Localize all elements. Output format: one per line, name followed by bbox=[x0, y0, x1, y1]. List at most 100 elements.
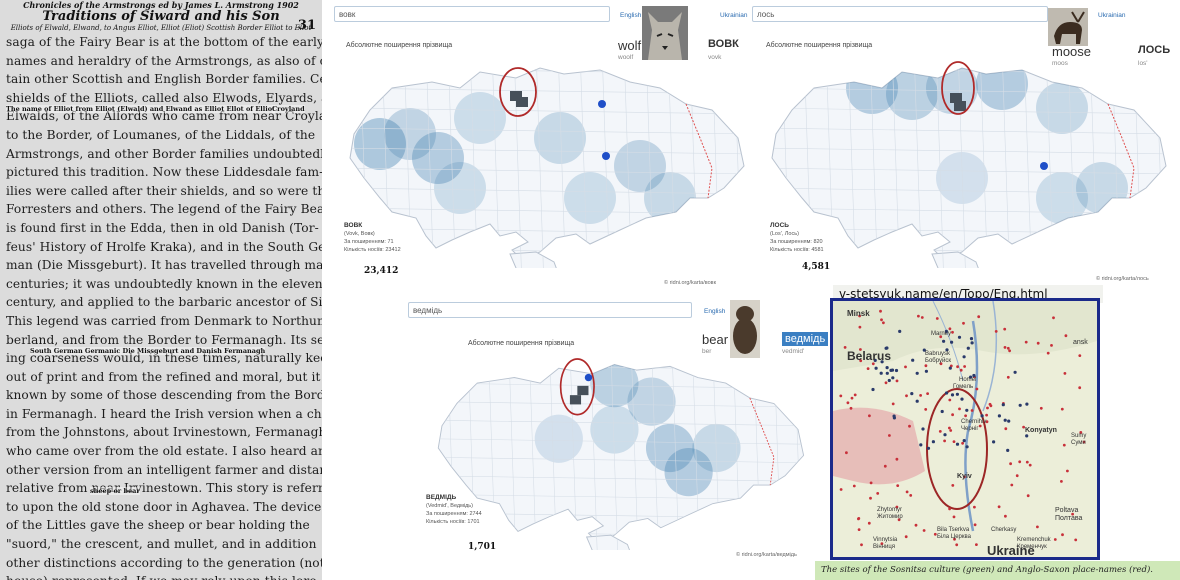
density-region bbox=[354, 118, 406, 170]
search-input[interactable]: лось bbox=[752, 6, 1048, 22]
placename-dot bbox=[977, 315, 981, 319]
book-line: who came over from the old estate. I als… bbox=[6, 444, 322, 459]
bear-photo bbox=[730, 300, 760, 358]
placename-dot bbox=[956, 365, 959, 369]
placename-dot bbox=[1074, 538, 1078, 542]
placename-dot bbox=[1060, 407, 1064, 411]
book-line: names and heraldry of the Armstrongs, as… bbox=[6, 53, 322, 68]
placename-dot bbox=[905, 394, 908, 398]
placename-dot bbox=[970, 409, 974, 412]
word-english-phonetic: moos bbox=[1052, 60, 1068, 67]
label-bila-tserkva-cyr: Біла Церква bbox=[937, 534, 971, 540]
density-region bbox=[1036, 172, 1088, 224]
sosnitsa-site-dot bbox=[926, 446, 931, 450]
search-input[interactable]: ведмідь bbox=[408, 302, 692, 318]
overlay-note-croyland: Croyland bbox=[272, 105, 305, 113]
label-babruysk-cyr: Бобруйск bbox=[925, 358, 951, 364]
placename-dot bbox=[1006, 375, 1010, 379]
book-header: Chronicles of the Armstrongs ed by James… bbox=[4, 1, 318, 33]
sosnitsa-site-dot bbox=[891, 376, 895, 380]
sosnitsa-site-dot bbox=[960, 397, 964, 401]
label-marney: Marney bbox=[931, 331, 952, 337]
placename-dot bbox=[891, 402, 895, 406]
label-bryansk: ansk bbox=[1073, 339, 1088, 346]
placename-dot bbox=[922, 529, 926, 532]
lang-ukrainian-button[interactable]: Ukrainian bbox=[1098, 12, 1126, 19]
overlay-note-elliot: The name of Elliot from Elliot (Elwald) … bbox=[6, 105, 276, 113]
placename-dot bbox=[845, 451, 848, 455]
placename-dot bbox=[1064, 334, 1068, 338]
book-line: This legend was carried from Denmark to … bbox=[6, 313, 322, 328]
placename-dot bbox=[933, 532, 937, 536]
placename-dot bbox=[871, 362, 875, 366]
sosnitsa-site-dot bbox=[950, 393, 955, 397]
word-ukrainian-phonetic: los' bbox=[1138, 60, 1148, 67]
search-input[interactable]: вовк bbox=[334, 6, 610, 22]
map-legend: ВОВК (Vovk, Вовк) За поширенням: 71 Кіль… bbox=[344, 222, 401, 254]
highlight-district bbox=[510, 91, 522, 101]
placename-dot bbox=[975, 543, 978, 546]
placename-dot bbox=[895, 379, 899, 383]
highlight-district bbox=[954, 101, 966, 111]
placename-dot bbox=[959, 368, 963, 372]
book-line: from the Johnstons, about Irvinestown, F… bbox=[6, 425, 322, 440]
density-region bbox=[534, 414, 583, 463]
sosnitsa-site-dot bbox=[969, 337, 974, 341]
placename-dot bbox=[839, 488, 843, 491]
map-credit: © ridni.org/karta/лось bbox=[1096, 276, 1149, 282]
label-cherkasy: Cherkasy bbox=[991, 527, 1017, 533]
placename-dot bbox=[895, 457, 899, 461]
placename-dot bbox=[904, 535, 908, 539]
word-ukrainian-phonetic: vedmid' bbox=[782, 348, 805, 355]
placename-dot bbox=[1039, 406, 1043, 410]
density-region bbox=[1036, 82, 1088, 134]
district-border bbox=[513, 68, 523, 268]
map-legend: ЛОСЬ (Los', Лось) За поширенням: 820 Кіл… bbox=[770, 222, 824, 254]
book-line: house) represented. If we may rely upon … bbox=[6, 572, 322, 580]
label-vinnytsia: Vinnytsia bbox=[873, 537, 898, 543]
sosnitsa-site-dot bbox=[887, 378, 891, 383]
lang-english-button[interactable]: English bbox=[704, 308, 726, 315]
sosnitsa-site-dot bbox=[972, 373, 976, 378]
placename-dot bbox=[1061, 533, 1064, 537]
sosnitsa-site-dot bbox=[1003, 418, 1007, 422]
map-panel-wolf: вовк English Ukrainian wolf woolf ВОВК v… bbox=[334, 4, 754, 290]
placename-dot bbox=[866, 367, 870, 370]
book-text: saga of the Fairy Bear is at the bottom … bbox=[6, 33, 322, 580]
carrier-count: 1,701 bbox=[468, 542, 497, 552]
placename-dot bbox=[978, 424, 982, 428]
district-border bbox=[438, 456, 804, 464]
district-border bbox=[438, 419, 804, 427]
label-bila-tserkva: Bila Tserkva bbox=[937, 527, 970, 533]
placename-dot bbox=[1004, 427, 1008, 431]
legend-carriers: Кількість носіїв: 1701 bbox=[426, 519, 480, 525]
lang-ukrainian-button[interactable]: Ukrainian bbox=[720, 12, 748, 19]
book-line: other version from an intelligent farmer… bbox=[6, 462, 322, 477]
placename-dot bbox=[1036, 341, 1040, 345]
word-english: bear bbox=[702, 332, 729, 347]
placename-dot bbox=[909, 494, 913, 497]
placename-dot bbox=[975, 387, 979, 391]
placename-dot bbox=[1082, 440, 1086, 444]
placename-dot bbox=[859, 359, 863, 363]
density-shading bbox=[350, 68, 744, 268]
map-title: Абсолютне поширення прізвища bbox=[346, 42, 453, 49]
placename-dot bbox=[914, 523, 918, 527]
placename-dot bbox=[994, 330, 998, 333]
lang-english-button[interactable]: English bbox=[620, 12, 642, 19]
sosnitsa-site-dot bbox=[980, 414, 984, 418]
placename-dot bbox=[953, 537, 956, 541]
label-vinnytsia-cyr: Вінниця bbox=[873, 544, 895, 550]
placename-dot bbox=[904, 365, 907, 369]
placename-dot bbox=[948, 327, 952, 331]
occupied-border bbox=[685, 103, 713, 199]
sosnitsa-site-dot bbox=[1013, 370, 1017, 374]
sosnitsa-site-dot bbox=[1018, 403, 1022, 407]
overlay-note-german: South German Germanic Die Missgeburt and… bbox=[30, 347, 266, 355]
placename-dot bbox=[951, 484, 955, 487]
placename-dot bbox=[986, 406, 989, 410]
label-minsk: Minsk bbox=[847, 309, 870, 318]
ukraine-map bbox=[437, 358, 805, 550]
density-region bbox=[534, 112, 586, 164]
placename-dot bbox=[1008, 349, 1011, 353]
